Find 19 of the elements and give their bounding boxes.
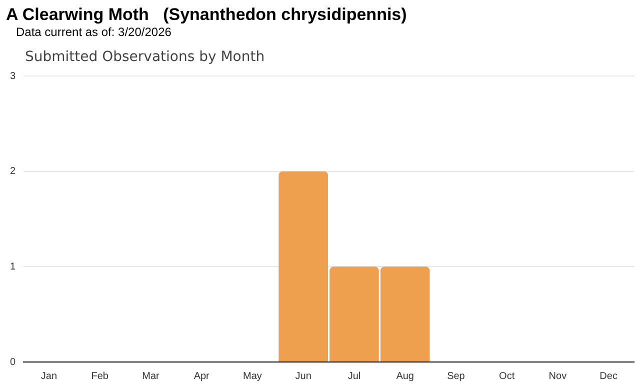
x-tick-label: Sep bbox=[447, 370, 466, 382]
y-tick-label: 0 bbox=[10, 356, 16, 368]
x-tick-label: Nov bbox=[548, 370, 567, 382]
chart-title: A Clearwing Moth (Synanthedon chrysidipennis) bbox=[6, 5, 407, 25]
x-tick-label: Jul bbox=[348, 370, 361, 382]
x-tick-label: Jun bbox=[295, 370, 312, 382]
y-tick-label: 3 bbox=[10, 70, 16, 82]
x-tick-label: Apr bbox=[194, 370, 210, 382]
x-tick-label: Mar bbox=[142, 370, 160, 382]
x-tick-label: Feb bbox=[91, 370, 109, 382]
x-tick-label: Oct bbox=[499, 370, 515, 382]
text: Submitted Observations by Month bbox=[25, 49, 265, 65]
x-tick-label: Jan bbox=[40, 370, 58, 382]
x-tick-label: May bbox=[243, 370, 262, 382]
y-tick-label: 1 bbox=[10, 261, 16, 272]
x-tick-label: Aug bbox=[396, 370, 414, 382]
x-tick-label: Dec bbox=[600, 370, 618, 382]
y-tick-label: 2 bbox=[10, 166, 16, 178]
chart-subtitle: Data current as of: 3/20/2026 bbox=[16, 25, 172, 39]
